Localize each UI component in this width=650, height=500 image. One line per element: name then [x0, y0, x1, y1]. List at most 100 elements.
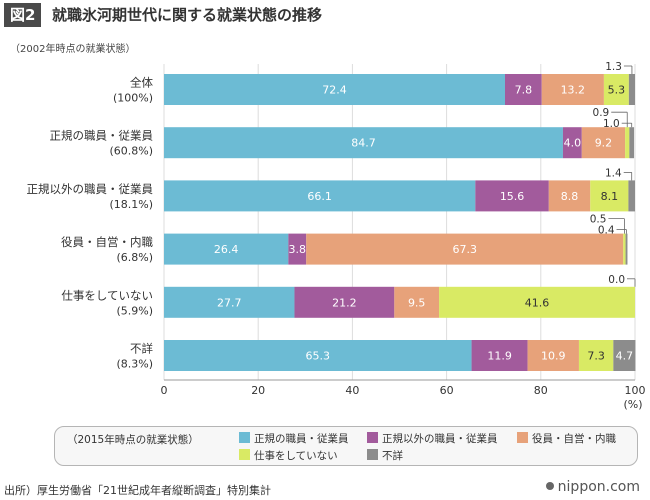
data-label-nonregular: 4.0 — [564, 137, 582, 150]
bar-segment-regular — [164, 340, 472, 371]
data-label-notworking: 41.6 — [525, 296, 550, 309]
data-label-regular: 84.7 — [351, 137, 376, 150]
x-tick-label: 20 — [251, 384, 265, 397]
nippon-logo: nippon.com — [545, 479, 640, 495]
data-label-executive: 13.2 — [561, 84, 586, 97]
data-label-regular: 26.4 — [214, 243, 239, 256]
bar-segment-nonregular — [505, 74, 542, 105]
bar-segment-unknown — [628, 74, 635, 105]
data-label-executive: 67.3 — [452, 243, 477, 256]
legend-item-notworking: 仕事をしていない — [239, 449, 338, 463]
category-label: 仕事をしていない — [61, 288, 153, 302]
bar-segment-notworking — [623, 233, 626, 265]
x-tick-label: 40 — [345, 384, 359, 397]
category-share-label: (5.9%) — [116, 304, 153, 317]
logo-text: nippon.com — [557, 479, 640, 495]
logo-mark-icon — [545, 482, 554, 490]
bar-segment-executive — [548, 180, 591, 212]
x-tick-label: 100 — [625, 384, 646, 397]
x-axis-unit-label: (%) — [623, 398, 642, 411]
bar-segment-nonregular — [471, 340, 528, 371]
bar-segment-regular — [164, 233, 289, 265]
bar-segment-nonregular — [475, 180, 549, 212]
leader-label-unknown: 0.0 — [608, 274, 625, 286]
bar-segment-notworking — [439, 286, 635, 318]
legend-label-unknown: 不詳 — [382, 450, 403, 462]
legend-label-nonregular: 正規以外の職員・従業員 — [382, 433, 498, 445]
legend-swatch-notworking — [239, 449, 250, 460]
data-label-nonregular: 7.8 — [515, 84, 533, 97]
bar-segment-notworking — [578, 340, 614, 371]
bar-segment-unknown — [628, 180, 635, 212]
figure-badge: 図2 — [4, 3, 42, 27]
chart-subtitle: （2002年時点の就業状態） — [10, 44, 136, 55]
data-label-executive: 9.2 — [595, 137, 613, 150]
legend-swatch-executive — [517, 432, 528, 443]
bar-segment-executive — [527, 340, 579, 371]
data-label-nonregular: 21.2 — [332, 296, 357, 309]
legend-item-executive: 役員・自営・内職 — [517, 432, 616, 446]
data-label-nonregular: 11.9 — [487, 350, 512, 363]
x-tick-label: 60 — [440, 384, 454, 397]
category-label: 不詳 — [130, 342, 153, 356]
bar-segment-notworking — [590, 180, 629, 212]
leader-label-unknown: 1.0 — [603, 118, 620, 130]
bar-segment-executive — [306, 233, 624, 265]
data-label-unknown: 4.7 — [616, 350, 634, 363]
legend-swatch-regular — [239, 432, 250, 443]
legend: （2015年時点の就業状態） 正規の職員・従業員 正規以外の職員・従業員 役員・… — [54, 426, 638, 466]
stacked-bar-chart: 全体 (100%) 72.4 7.8 13.2 5.3 1.3 正規の職員・従業員 (60.8%… — [27, 61, 646, 411]
data-label-regular: 66.1 — [307, 190, 332, 203]
leader-label-unknown: 1.4 — [605, 167, 622, 179]
x-tick-label: 0 — [161, 384, 168, 397]
bar-segment-unknown — [629, 127, 635, 159]
legend-item-unknown: 不詳 — [367, 449, 403, 463]
legend-label-notworking: 仕事をしていない — [254, 450, 338, 462]
bar-segment-unknown — [625, 233, 628, 265]
leader-label-unknown: 1.3 — [605, 61, 622, 73]
bar-segment-executive — [541, 74, 604, 105]
leader-label-unknown: 0.4 — [598, 225, 615, 237]
chart-title: 就職氷河期世代に関する就業状態の推移 — [52, 6, 323, 24]
legend-item-regular: 正規の職員・従業員 — [239, 432, 349, 446]
category-share-label: (8.3%) — [116, 358, 153, 371]
category-label: 正規以外の職員・従業員 — [27, 182, 154, 196]
category-share-label: (18.1%) — [109, 198, 153, 211]
legend-swatch-unknown — [367, 449, 378, 460]
data-label-regular: 72.4 — [322, 84, 347, 97]
data-label-notworking: 8.1 — [601, 190, 619, 203]
header: 図2 就職氷河期世代に関する就業状態の推移 — [0, 0, 650, 30]
bar-segment-executive — [581, 127, 626, 159]
category-share-label: (100%) — [113, 92, 153, 105]
data-label-nonregular: 3.8 — [289, 243, 307, 256]
data-label-regular: 27.7 — [217, 296, 242, 309]
bar-segment-nonregular — [562, 127, 582, 159]
category-label: 全体 — [130, 76, 153, 90]
legend-label-executive: 役員・自営・内職 — [532, 433, 616, 445]
legend-item-nonregular: 正規以外の職員・従業員 — [367, 432, 498, 446]
data-label-executive: 8.8 — [561, 190, 579, 203]
bar-segment-regular — [164, 180, 476, 212]
category-label: 役員・自営・内職 — [61, 235, 153, 249]
legend-swatch-nonregular — [367, 432, 378, 443]
bar-segment-nonregular — [294, 286, 395, 318]
legend-label-regular: 正規の職員・従業員 — [254, 433, 349, 445]
source-note: 出所）厚生労働省「21世紀成年者縦断調査」特別集計 — [4, 484, 271, 497]
bar-segment-notworking — [603, 74, 629, 105]
data-label-notworking: 5.3 — [608, 84, 626, 97]
x-tick-label: 80 — [534, 384, 548, 397]
bar-segment-regular — [164, 74, 506, 105]
leader-label-notworking: 0.5 — [590, 214, 607, 226]
bar-segment-unknown — [613, 340, 636, 371]
data-label-nonregular: 15.6 — [500, 190, 525, 203]
bar-segment-notworking — [625, 127, 630, 159]
category-share-label: (60.8%) — [109, 145, 153, 158]
bar-segment-nonregular — [288, 233, 307, 265]
bar-segment-regular — [164, 127, 563, 159]
data-label-regular: 65.3 — [306, 350, 331, 363]
data-label-executive: 10.9 — [541, 350, 566, 363]
category-label: 正規の職員・従業員 — [50, 129, 154, 143]
category-share-label: (6.8%) — [116, 251, 153, 264]
legend-title: （2015年時点の就業状態） — [67, 434, 199, 446]
data-label-notworking: 7.3 — [587, 350, 605, 363]
